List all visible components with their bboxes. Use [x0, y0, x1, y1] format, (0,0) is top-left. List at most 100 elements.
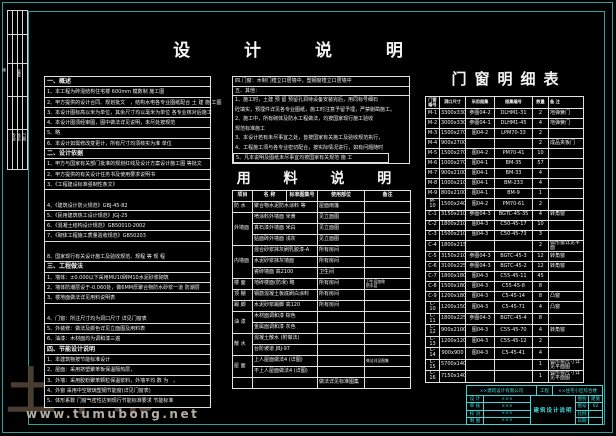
table-row: 不上人屋面做法4 (详图) — [233, 366, 411, 378]
cell — [364, 300, 411, 312]
cell: 防 水 — [232, 201, 253, 213]
cell: 顶 棚 — [232, 289, 253, 301]
cell: 贴面砖外墙面 浅灰 — [252, 234, 318, 246]
note-line: 2、甲方提供的有关设计任务书及使用要求说明书 — [45, 170, 210, 180]
cell: 楼 面 — [232, 278, 253, 290]
cell: M-9 — [425, 188, 440, 199]
cell: 地弹簧门 — [548, 108, 584, 119]
note-line: 2、甲方提供的设计合同、规划批文 ，结构水电各专业图纸配合 土 建 施 工图 — [45, 98, 222, 108]
cell: BM-233 — [494, 178, 533, 189]
cell: 参图04-1 — [465, 118, 495, 129]
cell: 2 — [532, 198, 549, 211]
table-row: 散 水混凝土散水 (附做法) — [232, 333, 411, 356]
cell: 2 — [532, 108, 549, 119]
table-row: 台阶坡道 JBJ-97 — [233, 344, 411, 356]
cell: 900x2700 — [439, 138, 466, 149]
cell — [548, 271, 584, 282]
cell: 真石漆外墙面 米白 — [252, 223, 318, 235]
cell: C-14 — [425, 347, 440, 360]
table-row: 水泥砂浆抹灰墙面 所有房间 — [233, 256, 411, 268]
header-row: 门窗编号 洞口尺寸 采用图集 图集编号 数量备 注 — [425, 96, 584, 109]
cell: C5-45-14 — [494, 291, 533, 302]
side-note-line: 5、凡本说明及图纸未尽事宜均按国家有关规范 施 工 — [233, 153, 389, 163]
cell: C55-45-12 — [494, 335, 533, 348]
cell: 1 — [532, 188, 549, 199]
cell: 转角窗 — [548, 251, 584, 262]
cell: 参图04-2 — [465, 108, 495, 119]
cell — [364, 344, 411, 356]
cell: M-8 — [425, 178, 440, 189]
strip-divider — [17, 11, 18, 169]
cell — [364, 212, 411, 224]
column-header: 门窗编号 — [425, 96, 440, 109]
cell: 4 — [532, 209, 549, 221]
note-line: 4、门窗：所注尺寸均为洞口尺寸 详见门窗表 — [45, 314, 210, 325]
cell: BGTC-45-3 — [494, 251, 533, 262]
note-line: 四、节能设计说明 — [45, 345, 210, 356]
cell: 散 水 — [232, 333, 253, 356]
cell: BM-9 — [494, 188, 533, 199]
cell — [548, 347, 584, 360]
side-note-line: 四.门窗：木制门樘立口居墙中，塑钢窗樘立口居墙中 — [233, 77, 409, 87]
column-header: 图集编号 — [494, 96, 533, 109]
cell: 见立面图 — [317, 223, 365, 235]
cell: 4 — [532, 178, 549, 189]
role-label: 制 图 — [467, 417, 484, 424]
cell: 聚合物水泥防水涂料 等 — [252, 201, 318, 213]
note-line: 3、《工程建设标准强制性条文》 — [45, 180, 210, 191]
cell: C55-45-70 — [494, 324, 533, 337]
cell — [494, 370, 533, 383]
cell: 1 — [532, 358, 549, 371]
cell: 转角窗 — [548, 324, 584, 337]
cell — [364, 311, 411, 323]
titleblock-role-row: 设 计 ××× — [467, 396, 530, 404]
strip-label: 姓名 — [17, 133, 22, 141]
cell — [548, 198, 584, 211]
titleblock-meta-row: 日期 — [576, 417, 602, 424]
table-row: 贴面砖外墙面 浅灰 见立面图 — [233, 234, 411, 246]
role-label: 校 对 — [467, 410, 484, 417]
cell: 木材面调和漆 棕色 — [252, 311, 318, 323]
cell: 7150x1400 — [439, 370, 466, 383]
strip-divider — [8, 34, 27, 35]
cell: 1800x1800 — [439, 271, 466, 282]
cell: 转角窗 — [548, 209, 584, 221]
cell: 图04-1 — [465, 188, 495, 199]
cell: 做法详见图集 — [364, 355, 411, 367]
header-row: 项目名 称标准图集号 使用部位 备注 — [232, 190, 411, 202]
cell — [548, 128, 584, 139]
cell: M-6 — [425, 158, 440, 169]
side-note-line: 砼填实，预埋件详见各专业图纸，施工时注意予留予埋，严禁剔凿施工。 — [235, 106, 396, 113]
column-header: 项目 — [232, 190, 253, 202]
cell: 台阶坡道 JBJ-97 — [252, 344, 318, 356]
cell: C-7 — [425, 271, 440, 282]
cell: 弧形窗尺寸详见平面图 — [548, 370, 584, 383]
cell — [465, 138, 495, 149]
note-line: 1、本建筑物按节能标准设计 — [45, 355, 210, 366]
watermark-url: www.tumubong.net — [26, 407, 200, 421]
cell: DLHM1-45 — [494, 118, 533, 129]
cell: 3100x2250 — [439, 261, 466, 272]
cell — [364, 256, 411, 268]
cell — [364, 377, 411, 389]
signature-strip: 会签 专业 姓名 日期 — [7, 10, 28, 170]
cell — [548, 219, 584, 231]
general-notes-panel: 一、概述 1、本工程为砖混结构住宅楼 600mm 模数制 施工图 2、甲方提供的设计… — [44, 76, 222, 408]
cell — [317, 355, 365, 367]
cell: 图04-2 — [465, 148, 495, 159]
table-row: 外墙面 喷涂料外墙面 米黄 见立面图 — [232, 212, 411, 246]
cell — [364, 234, 411, 246]
strip-divider — [8, 63, 27, 64]
meta-label: 比例 — [576, 410, 589, 417]
note-line: 一、概述 — [45, 77, 210, 88]
table-row: 瓷砖墙面 高2100 卫生间 — [233, 267, 411, 279]
cell: 所有房间 — [317, 289, 365, 301]
cell: C-15 — [425, 358, 440, 371]
note-line: 6、油漆：木材面均为调和漆三遍 — [45, 334, 210, 345]
cell: 瓷砖墙面 高2100 — [252, 267, 318, 279]
